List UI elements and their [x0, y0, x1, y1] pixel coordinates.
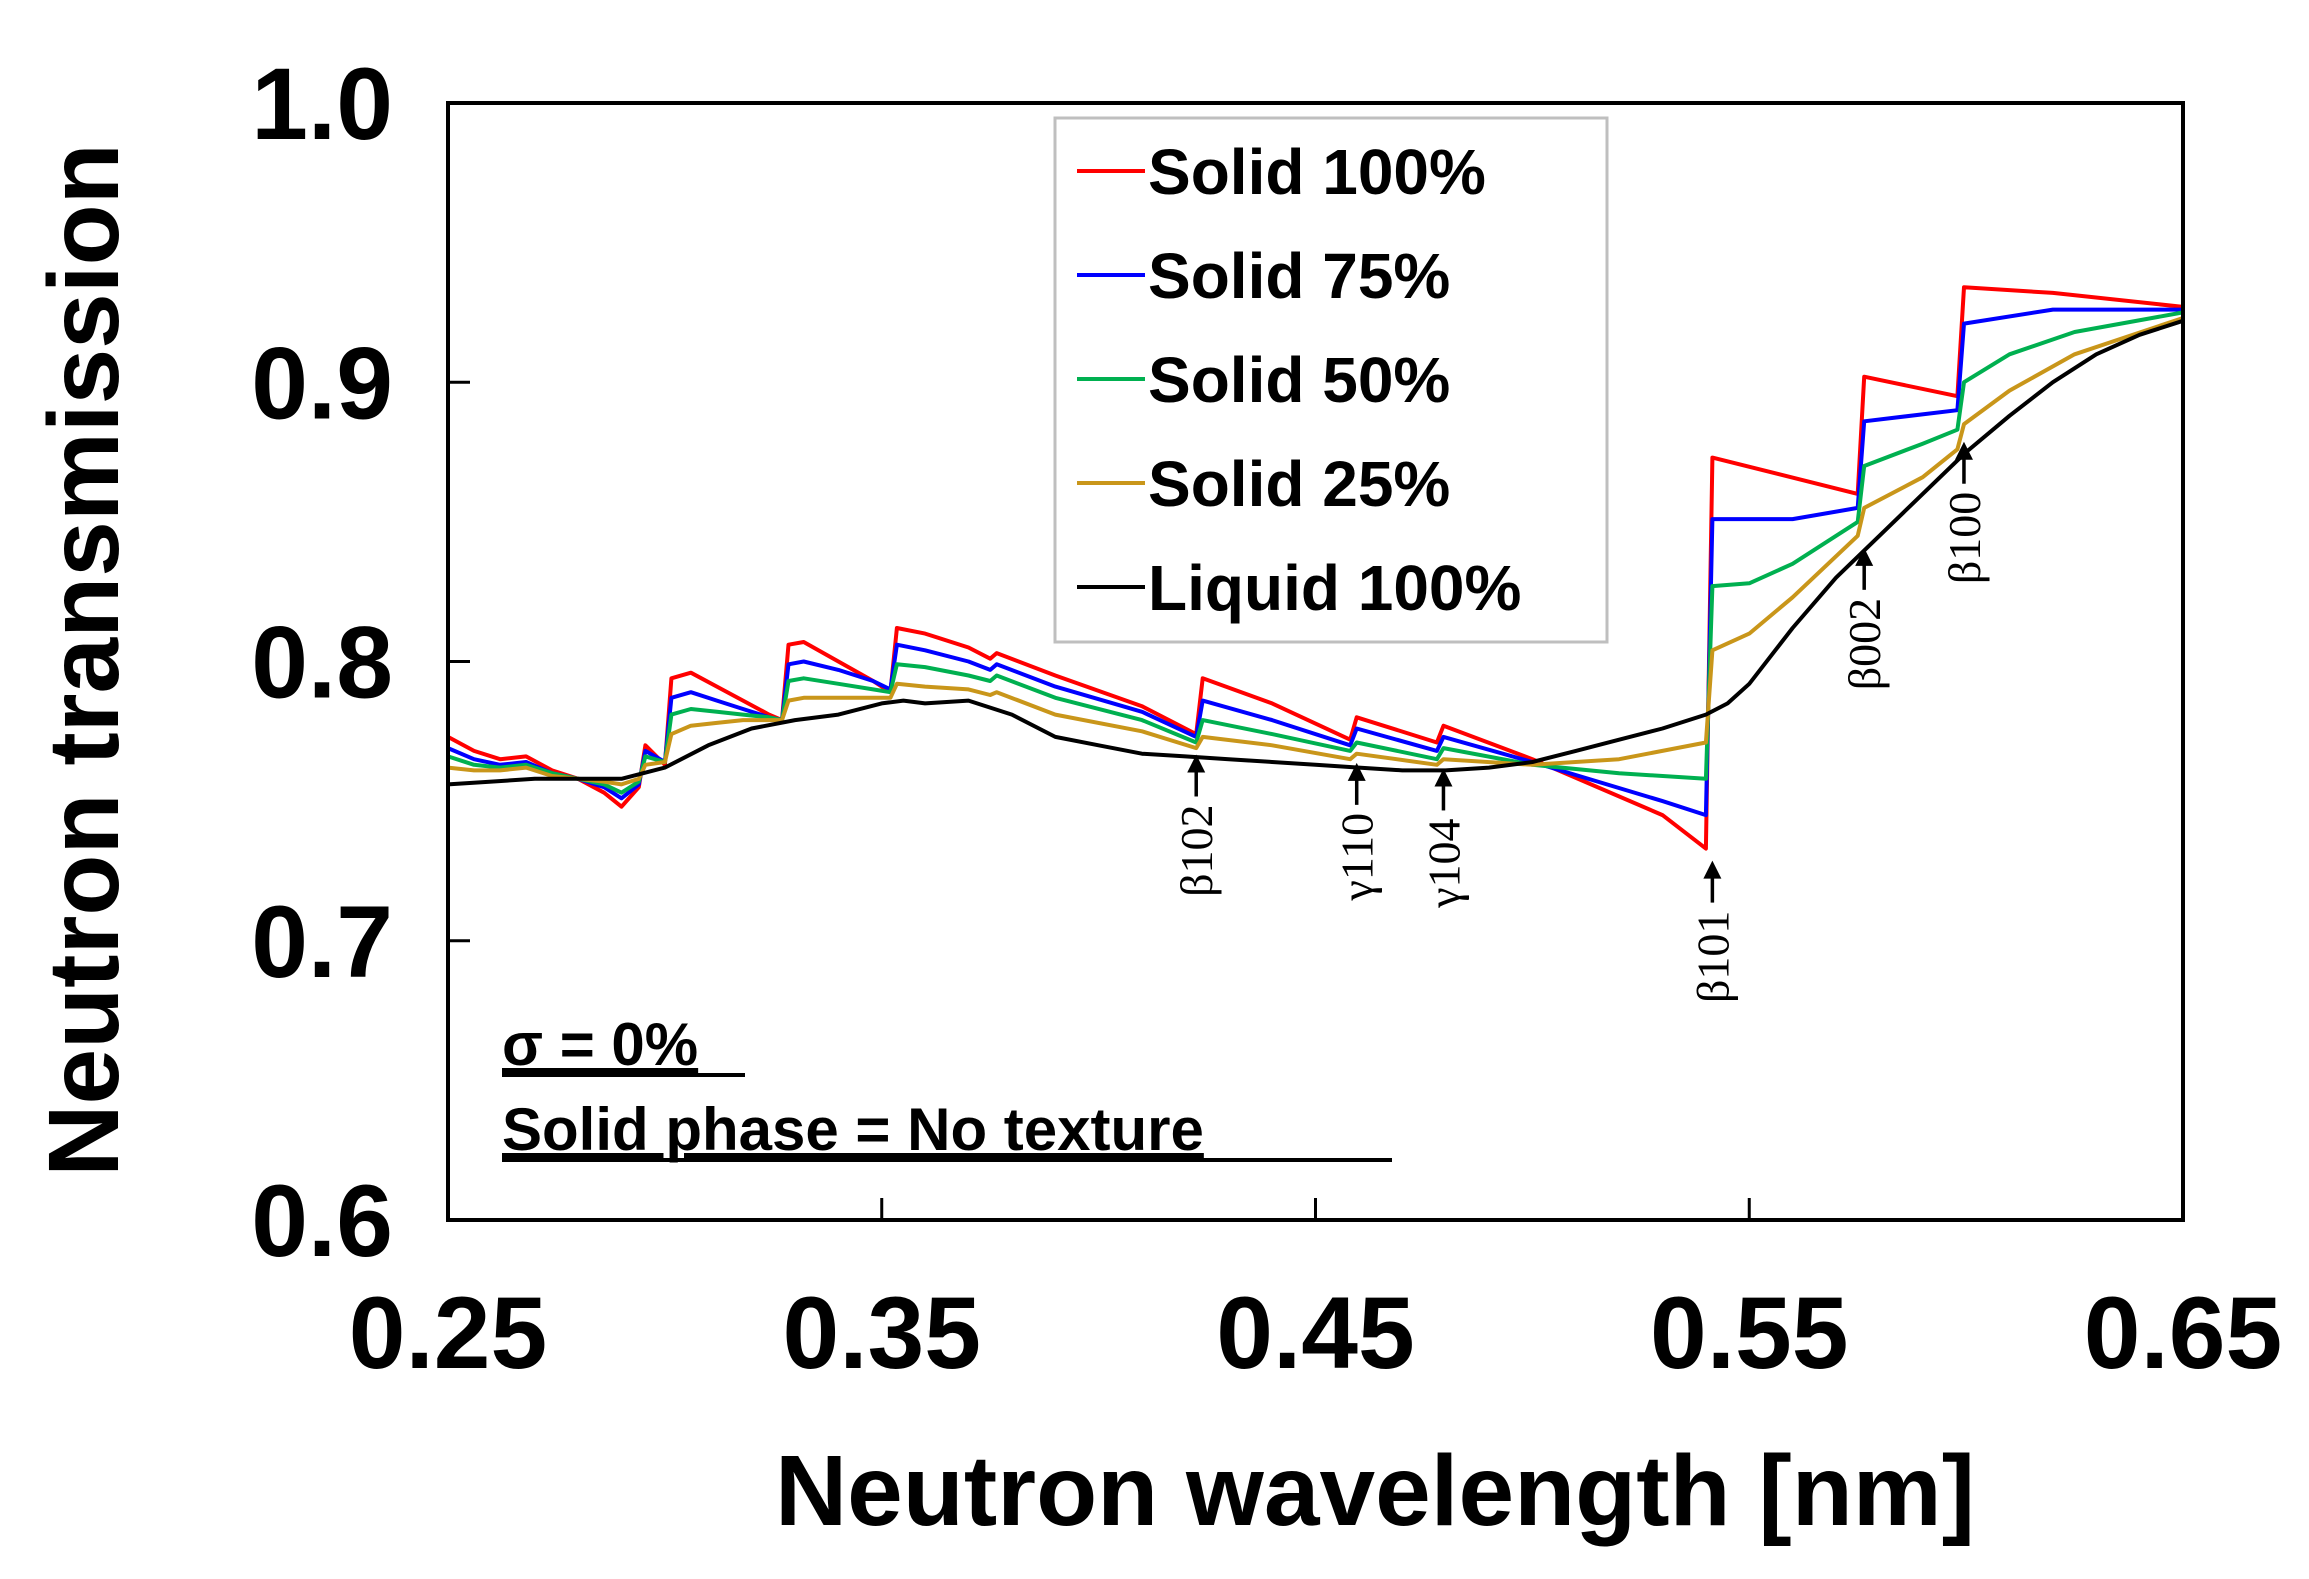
- peak-label: β102: [1171, 804, 1222, 896]
- series-line-0: [447, 285, 2184, 851]
- series-layer: [447, 285, 2184, 851]
- peak-label: γ104: [1418, 818, 1469, 908]
- x-axis-title: Neutron wavelength [nm]: [775, 1435, 1975, 1547]
- x-tick-label: 0.45: [1216, 1276, 1415, 1390]
- peak-label: γ110: [1332, 813, 1383, 902]
- peak-arrowhead: [1703, 860, 1722, 879]
- peak-arrowhead: [1855, 547, 1874, 566]
- legend-box: [1053, 116, 1609, 644]
- legend-label: Solid 25%: [1148, 448, 1450, 520]
- annotation-layer: β102 γ110 γ104 β101 β002 β100: [1171, 441, 1990, 1003]
- x-tick-label: 0.55: [1650, 1276, 1849, 1390]
- legend-label: Solid 100%: [1148, 136, 1486, 208]
- legend-label: Solid 75%: [1148, 240, 1450, 312]
- y-axis-title: Neutron transmission: [28, 143, 140, 1177]
- peak-label: β002: [1839, 598, 1890, 690]
- peak-arrowhead: [1187, 754, 1206, 773]
- y-tick-label: 0.8: [251, 606, 393, 720]
- peak-arrowhead: [1954, 441, 1973, 460]
- y-tick-label: 0.9: [251, 326, 393, 440]
- legend-label: Solid 50%: [1148, 344, 1450, 416]
- note-texture: Solid phase = No texture: [502, 1096, 1204, 1163]
- ticks-layer: 0.25 0.35 0.45 0.55 0.65 0.6 0.7 0.8 0.9 1.0: [251, 47, 2282, 1390]
- y-tick-label: 0.6: [251, 1164, 393, 1278]
- x-tick-label: 0.65: [2084, 1276, 2283, 1390]
- peak-label: β101: [1687, 911, 1738, 1003]
- peak-arrowhead: [1434, 768, 1453, 787]
- series-line-3: [447, 316, 2184, 787]
- legend: Solid 100% Solid 75% Solid 50% Solid 25% Liq…: [1053, 116, 1609, 644]
- peak-label: β100: [1939, 492, 1990, 584]
- peak-arrowhead: [1347, 762, 1366, 781]
- y-tick-label: 0.7: [251, 885, 393, 999]
- series-line-4: [447, 318, 2184, 787]
- x-tick-label: 0.35: [782, 1276, 981, 1390]
- x-tick-label: 0.25: [349, 1276, 548, 1390]
- y-tick-label: 1.0: [251, 47, 393, 161]
- legend-label: Liquid 100%: [1148, 552, 1521, 624]
- plot-frame: [446, 101, 2185, 1222]
- note-sigma: σ = 0%: [502, 1011, 698, 1078]
